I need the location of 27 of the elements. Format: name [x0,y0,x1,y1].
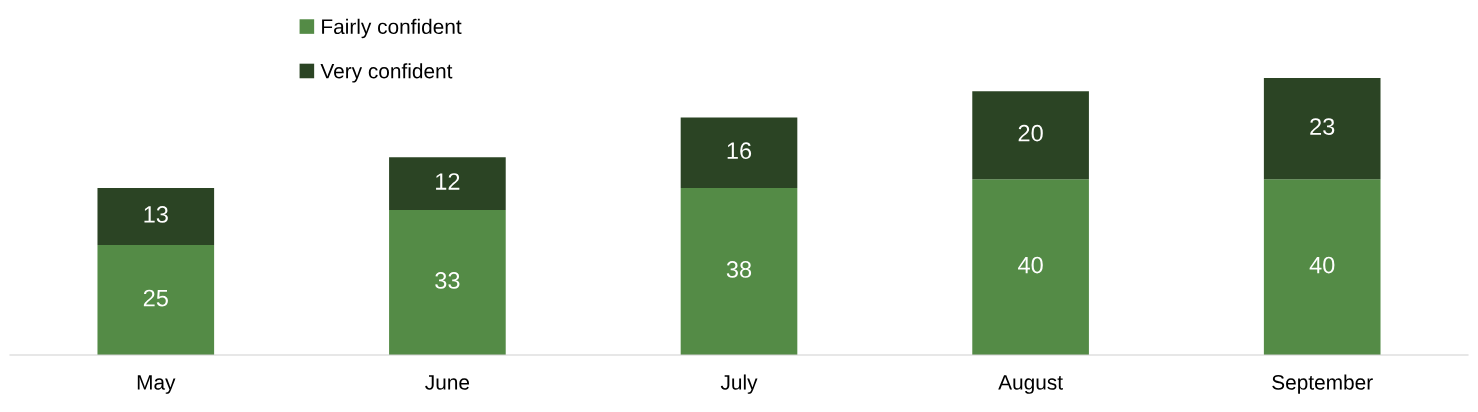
bar [972,91,1089,180]
data-label: 16 [727,142,752,160]
legend-label: Very confident [320,63,453,83]
x-tick-label: May [137,375,176,394]
data-label: 23 [1310,118,1335,135]
x-tick-label: September [1272,374,1373,394]
bar [389,157,506,210]
x-tick-label: August [998,375,1063,394]
bar [389,209,506,355]
bar [97,245,215,355]
bar [680,187,798,355]
data-label: 25 [143,289,168,307]
x-tick-label: June [425,375,470,390]
bar [1263,179,1381,355]
bar [680,117,798,188]
data-label: 40 [1018,256,1043,274]
legend-label: Fairly confident [322,18,462,39]
data-label: 38 [726,261,752,278]
data-label: 20 [1018,124,1043,142]
bar [972,179,1089,355]
x-tick-label: July [720,374,758,394]
data-label: 40 [1309,256,1335,274]
data-label: 12 [436,173,460,190]
bar [1263,78,1381,180]
data-label: 33 [435,272,460,289]
bar [97,187,215,246]
data-label: 13 [144,206,168,223]
